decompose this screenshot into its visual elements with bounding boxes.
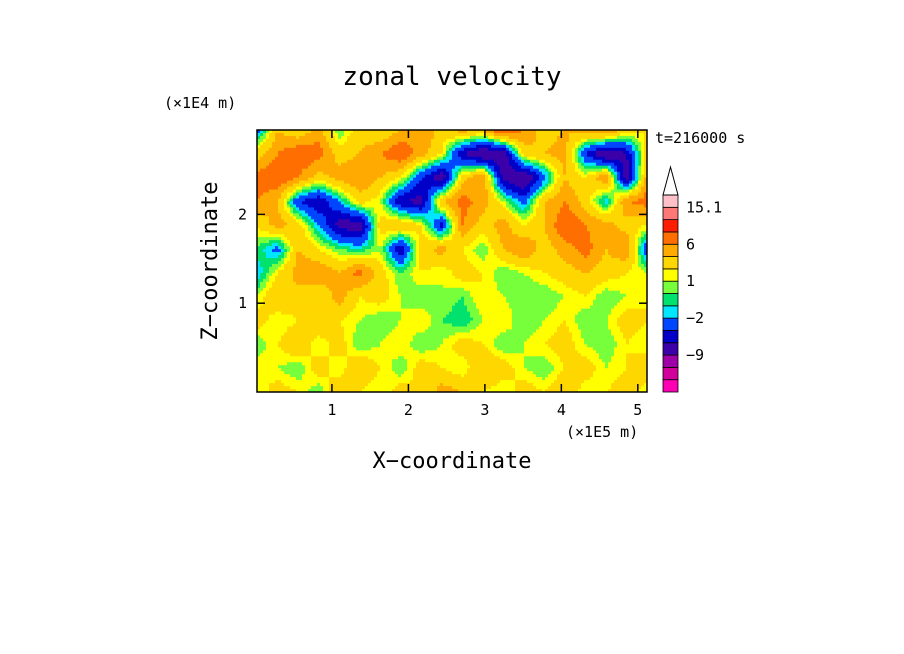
y-unit-label: (×1E4 m) [164,94,236,112]
time-label: t=216000 s [655,129,745,147]
velocity-field [257,130,648,393]
chart-title: zonal velocity [342,62,561,92]
